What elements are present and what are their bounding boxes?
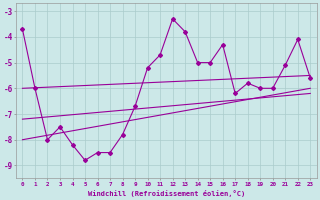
X-axis label: Windchill (Refroidissement éolien,°C): Windchill (Refroidissement éolien,°C) [88, 190, 245, 197]
